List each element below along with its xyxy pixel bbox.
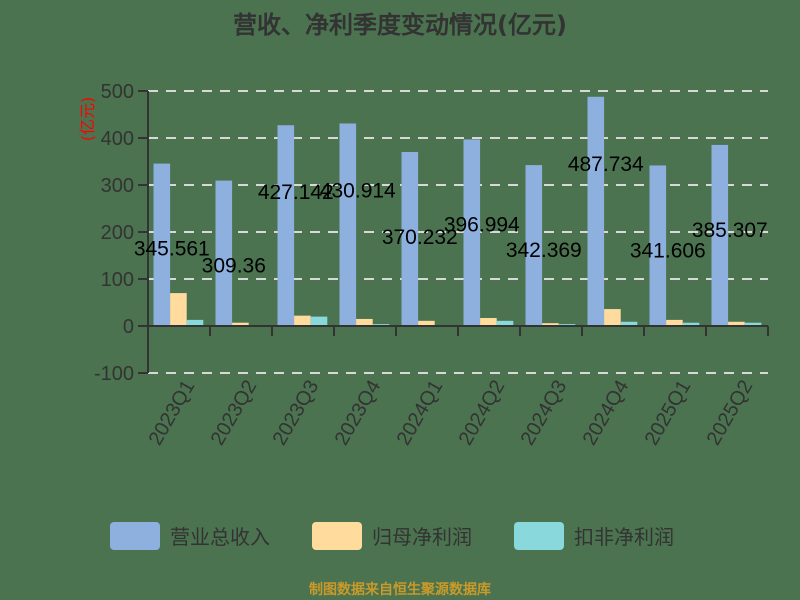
legend-label-deducted-net-profit: 扣非净利润 (574, 525, 674, 549)
data-label: 385.307 (692, 219, 768, 242)
data-label: 342.369 (506, 239, 582, 262)
bar[interactable] (542, 323, 559, 326)
bar[interactable] (480, 318, 497, 326)
bar[interactable] (215, 180, 233, 326)
data-label: 341.606 (630, 239, 706, 262)
bar[interactable] (463, 139, 481, 326)
bar[interactable] (649, 165, 667, 326)
y-tick-label: 0 (123, 316, 134, 338)
y-tick-label: 200 (101, 222, 134, 244)
data-label: 370.232 (382, 226, 458, 249)
gridlines (148, 90, 768, 374)
data-label: 345.561 (134, 238, 210, 261)
x-tick-label: 2025Q2 (703, 377, 758, 450)
bars (153, 96, 762, 327)
legend-label-net-profit: 归母净利润 (372, 525, 472, 549)
x-tick-label: 2024Q2 (455, 377, 510, 450)
bar[interactable] (496, 320, 514, 326)
bar[interactable] (604, 309, 621, 326)
y-tick-label: 500 (101, 81, 134, 103)
bar[interactable] (587, 96, 605, 327)
bar[interactable] (682, 322, 700, 326)
bar[interactable] (153, 163, 171, 326)
bar[interactable] (186, 319, 204, 326)
y-tick-label: 100 (101, 269, 134, 291)
legend-label-revenue: 营业总收入 (170, 525, 270, 549)
bar[interactable] (711, 144, 729, 326)
y-axis-label: (亿元) (78, 97, 97, 142)
bar[interactable] (310, 316, 328, 326)
y-axis-ticks: -100 0 100 200 300 400 500 (94, 81, 148, 385)
x-tick-label: 2024Q1 (393, 377, 448, 450)
y-tick-label: 400 (101, 128, 134, 150)
legend-item-revenue[interactable]: 营业总收入 (110, 522, 270, 550)
bar[interactable] (728, 321, 745, 326)
bar[interactable] (277, 125, 295, 327)
x-tick-label: 2023Q1 (145, 377, 200, 450)
data-label: 309.36 (202, 255, 266, 278)
chart-title: 营收、净利季度变动情况(亿元) (233, 11, 567, 39)
x-tick-label: 2024Q4 (579, 377, 634, 450)
bar[interactable] (525, 165, 543, 326)
bar[interactable] (620, 321, 638, 326)
x-axis-ticks: 2023Q1 2023Q2 2023Q3 2023Q4 2024Q1 2024Q2 2024… (145, 377, 758, 450)
source-note: 制图数据来自恒生聚源数据库 (309, 581, 491, 598)
bar[interactable] (356, 318, 373, 326)
axes (147, 91, 769, 373)
bar[interactable] (294, 315, 311, 326)
x-tick-label: 2023Q3 (269, 377, 324, 450)
x-tick-label: 2023Q4 (331, 377, 386, 450)
x-tick-label: 2024Q3 (517, 377, 572, 450)
data-label: 430.914 (320, 179, 396, 202)
legend: 营业总收入 归母净利润 扣非净利润 (110, 522, 674, 550)
bar[interactable] (666, 319, 683, 326)
y-tick-label: -100 (94, 363, 134, 385)
x-tick-label: 2023Q2 (207, 377, 262, 450)
legend-item-net-profit[interactable]: 归母净利润 (312, 522, 472, 550)
legend-swatch-net-profit (312, 522, 362, 550)
bar[interactable] (401, 151, 419, 326)
data-label: 487.734 (568, 153, 644, 176)
bar[interactable] (232, 322, 249, 326)
legend-swatch-deducted-net-profit (514, 522, 564, 550)
bar[interactable] (418, 320, 435, 326)
data-label: 396.994 (444, 213, 520, 236)
x-tick-label: 2025Q1 (641, 377, 696, 450)
bar[interactable] (744, 322, 762, 326)
legend-swatch-revenue (110, 522, 160, 550)
y-tick-label: 300 (101, 175, 134, 197)
legend-item-deducted-net-profit[interactable]: 扣非净利润 (514, 522, 674, 550)
data-label: 427.142 (258, 181, 334, 204)
bar[interactable] (170, 293, 187, 326)
bar[interactable] (339, 123, 357, 326)
